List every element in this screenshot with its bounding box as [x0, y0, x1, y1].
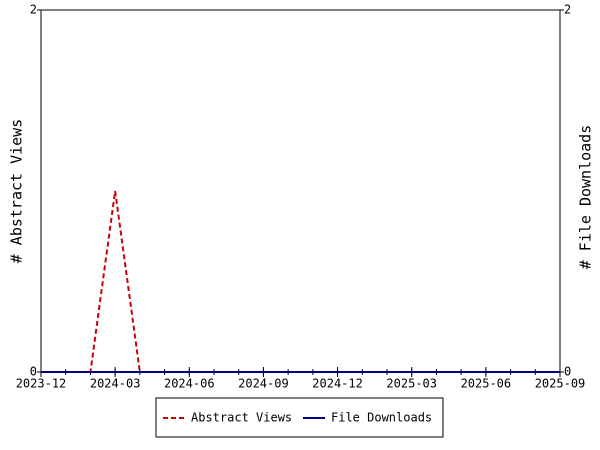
legend-label: Abstract Views [191, 411, 292, 425]
y-tick-label: 0 [30, 365, 37, 379]
y2-tick-label: 2 [564, 3, 571, 17]
y2-axis-label: # File Downloads [577, 125, 595, 270]
x-tick-label: 2024-12 [312, 377, 363, 391]
legend-label: File Downloads [331, 411, 432, 425]
y2-tick-label: 0 [564, 365, 571, 379]
x-tick-label: 2024-09 [238, 377, 289, 391]
x-tick-label: 2024-03 [90, 377, 141, 391]
x-tick-label: 2024-06 [164, 377, 215, 391]
plot-frame [40, 9, 561, 373]
y-tick-label: 2 [30, 3, 37, 17]
legend-box [155, 397, 444, 438]
x-tick-label: 2025-03 [386, 377, 437, 391]
y-axis-label: # Abstract Views [8, 119, 26, 264]
x-tick-label: 2025-06 [461, 377, 512, 391]
x-tick-label: 2023-12 [16, 377, 67, 391]
x-tick-label: 2025-09 [535, 377, 586, 391]
series-line [41, 190, 560, 373]
